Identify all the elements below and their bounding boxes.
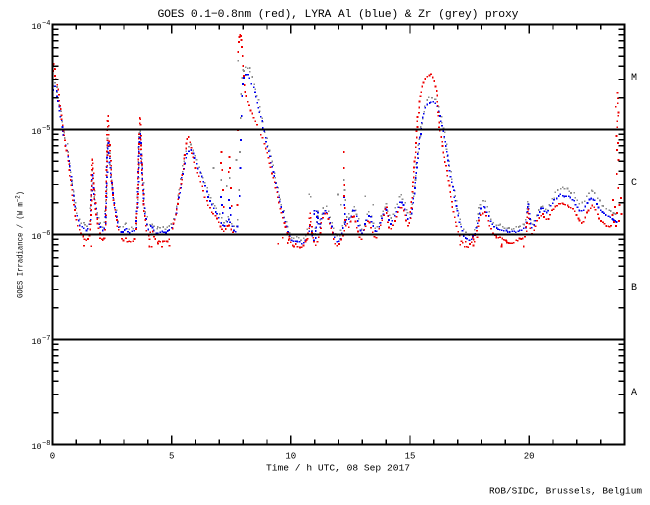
svg-text:−7: −7 [42, 335, 50, 343]
svg-text:Time / h UTC, 08 Sep 2017: Time / h UTC, 08 Sep 2017 [266, 463, 410, 474]
svg-text:B: B [631, 283, 637, 294]
svg-text:A: A [631, 388, 637, 399]
svg-text:10: 10 [31, 22, 41, 32]
svg-text:10: 10 [31, 127, 41, 137]
svg-text:GOES Irradiance / (W m−2): GOES Irradiance / (W m−2) [15, 191, 26, 298]
svg-text:10: 10 [285, 452, 296, 462]
svg-text:GOES 0.1−0.8nm (red), LYRA Al: GOES 0.1−0.8nm (red), LYRA Al (blue) & Z… [158, 9, 519, 21]
svg-text:M: M [631, 73, 637, 84]
svg-text:−5: −5 [42, 125, 50, 133]
svg-text:20: 20 [524, 452, 535, 462]
svg-text:0: 0 [50, 452, 55, 462]
svg-text:10: 10 [31, 442, 41, 452]
svg-text:−8: −8 [42, 440, 50, 448]
svg-text:−4: −4 [42, 20, 50, 28]
svg-text:10: 10 [31, 337, 41, 347]
svg-text:−6: −6 [42, 230, 50, 238]
svg-text:ROB/SIDC, Brussels, Belgium: ROB/SIDC, Brussels, Belgium [489, 486, 642, 497]
svg-text:5: 5 [169, 452, 174, 462]
svg-text:10: 10 [31, 232, 41, 242]
svg-text:15: 15 [405, 452, 416, 462]
svg-text:C: C [631, 178, 637, 189]
